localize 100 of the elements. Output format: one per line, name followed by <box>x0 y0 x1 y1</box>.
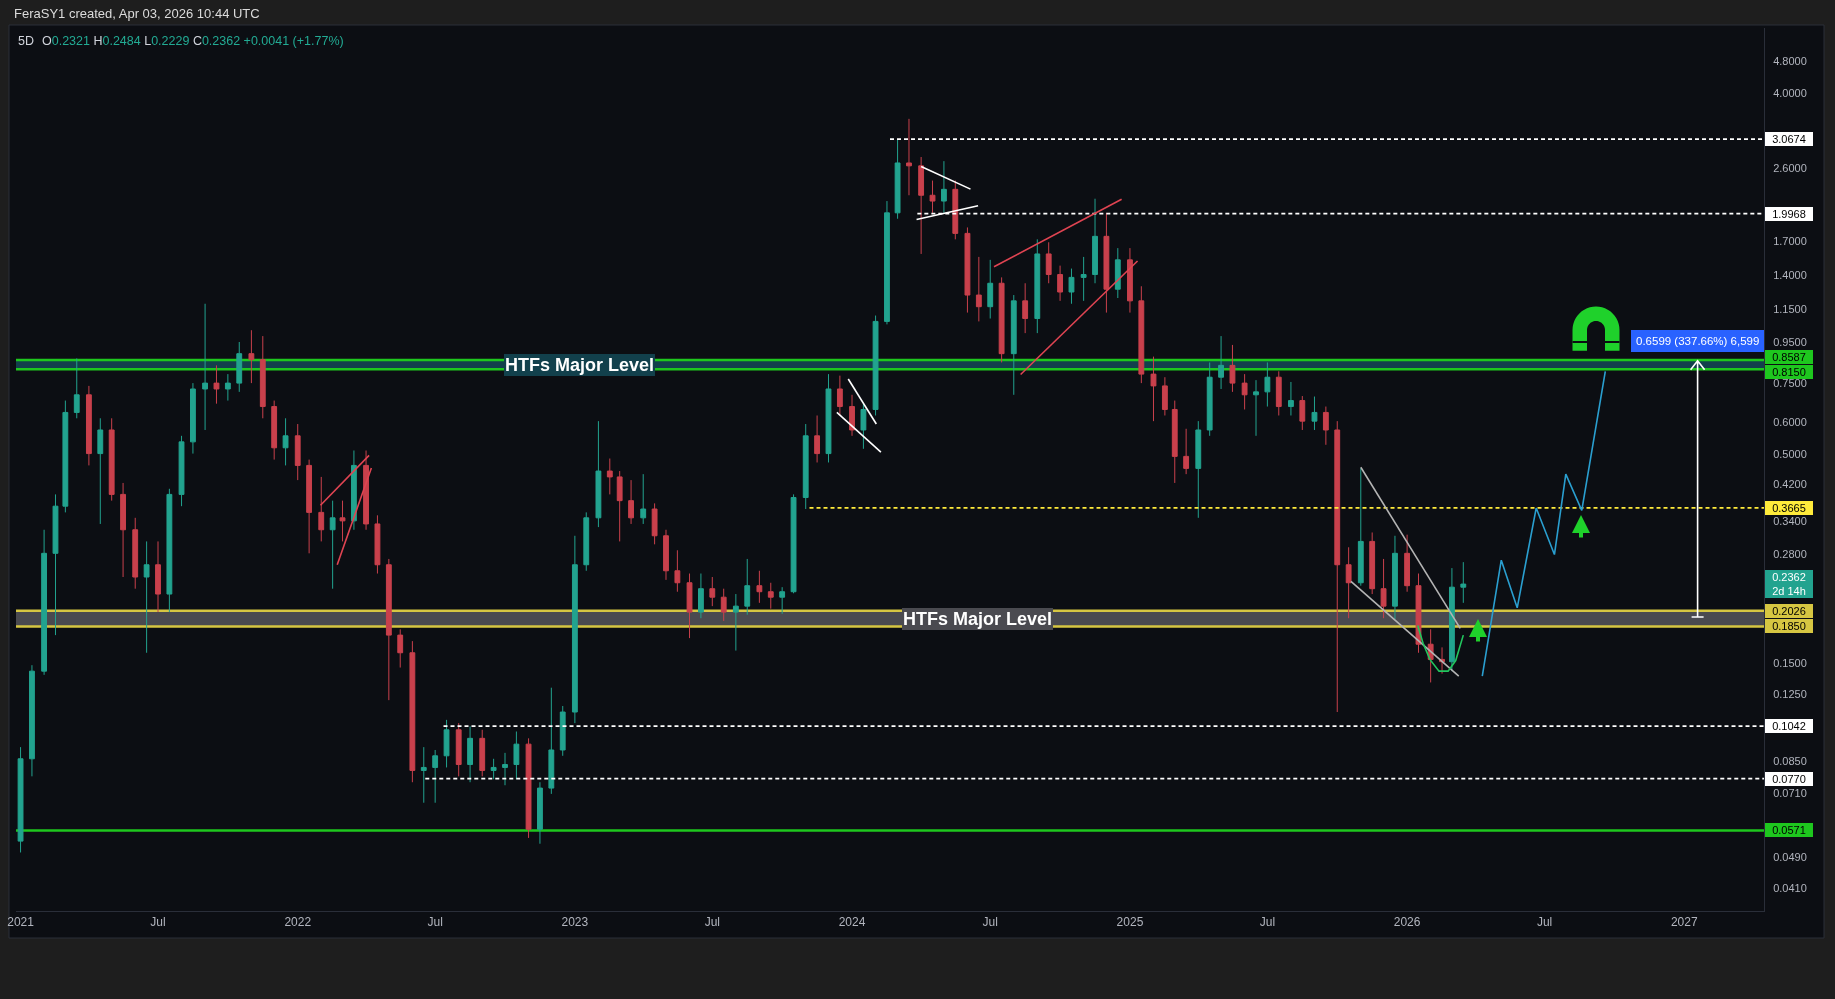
candlestick <box>537 781 543 845</box>
candlestick <box>502 752 508 786</box>
candlestick <box>674 549 681 593</box>
x-tick-label: 2022 <box>284 915 312 930</box>
candlestick <box>363 450 369 531</box>
candlestick <box>698 573 704 619</box>
candlestick <box>409 640 416 783</box>
candlestick <box>467 725 473 783</box>
candlestick <box>85 385 92 466</box>
candlestick <box>998 276 1005 363</box>
candlestick <box>814 414 821 463</box>
candlestick <box>1057 265 1064 302</box>
candlestick <box>1357 467 1364 587</box>
candlestick <box>1080 256 1087 302</box>
data-label: 3.0674 <box>1772 133 1806 145</box>
candlestick <box>1392 535 1398 620</box>
x-tick-label: 2021 <box>7 915 35 930</box>
candlestick <box>616 470 623 542</box>
x-tick-label: Jul <box>1536 915 1553 930</box>
x-tick-label: Jul <box>427 915 443 930</box>
x-tick-label: Jul <box>150 915 166 930</box>
y-tick-label: 4.0000 <box>1773 86 1807 99</box>
candlestick <box>628 479 634 525</box>
candlestick <box>385 558 392 701</box>
candlestick <box>825 373 832 463</box>
candlestick <box>202 303 208 431</box>
candlestick <box>166 488 173 613</box>
x-tick-label: 2026 <box>1393 915 1421 930</box>
candlestick <box>860 403 867 450</box>
candlestick <box>97 417 104 525</box>
candlestick <box>339 500 346 542</box>
candlestick <box>282 417 289 466</box>
candlestick <box>836 375 843 416</box>
ref-line-label: 0.0571 <box>1772 824 1806 836</box>
candlestick <box>1288 381 1294 416</box>
candlestick <box>306 459 313 554</box>
candlestick <box>884 200 890 325</box>
data-label: 0.3665 <box>1772 502 1806 514</box>
candlestick <box>744 558 751 616</box>
candlestick <box>155 540 161 613</box>
candlestick <box>1195 420 1202 519</box>
candlestick <box>640 473 647 525</box>
candlestick <box>1127 247 1133 314</box>
band-label: HTFs Major Level <box>903 609 1053 629</box>
candlestick <box>929 180 936 214</box>
candlestick <box>432 749 439 804</box>
candlestick <box>224 373 231 402</box>
candlestick <box>756 570 763 604</box>
y-tick-label: 0.2800 <box>1773 548 1807 561</box>
candlestick <box>1241 373 1248 410</box>
x-tick-label: Jul <box>1259 915 1276 930</box>
candlestick <box>1369 531 1376 595</box>
annotation: 0.6599 (337.66%) 6,599 <box>1636 335 1760 347</box>
candlestick <box>720 588 727 622</box>
data-label: 1.9968 <box>1772 208 1806 220</box>
candlestick <box>17 746 24 853</box>
data-label: 0.1042 <box>1772 720 1806 732</box>
candlestick <box>62 400 69 513</box>
candlestick <box>29 664 35 777</box>
candlestick <box>236 341 243 393</box>
candlestick <box>318 476 325 542</box>
candlestick <box>918 156 925 255</box>
y-tick-label: 1.4000 <box>1773 269 1807 282</box>
candlestick <box>1439 646 1445 675</box>
y-tick-label: 2.6000 <box>1773 161 1807 174</box>
y-tick-label: 0.7500 <box>1773 377 1807 390</box>
candlestick <box>420 746 427 804</box>
x-tick-label: 2023 <box>561 915 589 930</box>
candlestick <box>1345 546 1352 619</box>
candlestick <box>975 256 982 322</box>
candlestick <box>802 423 809 510</box>
y-tick-label: 0.0410 <box>1773 881 1807 894</box>
candlestick <box>374 514 381 575</box>
candlestick <box>120 482 126 578</box>
y-tick-label: 1.1500 <box>1773 303 1807 316</box>
candlestick <box>1010 294 1017 396</box>
candlestick <box>1229 344 1236 393</box>
candlestick <box>41 529 48 676</box>
candlestick <box>872 315 879 416</box>
candlestick <box>1092 198 1098 284</box>
candlestick <box>1334 420 1341 713</box>
candlestick <box>1150 356 1157 422</box>
y-tick-label: 0.0710 <box>1773 786 1807 799</box>
x-tick-label: Jul <box>982 915 998 930</box>
x-tick-label: 2024 <box>838 915 866 930</box>
candlestick <box>732 593 739 652</box>
candlestick <box>987 259 994 320</box>
candlestick <box>329 500 336 590</box>
text: 5D <box>18 34 34 49</box>
candlestick <box>1253 379 1259 437</box>
candlestick <box>455 722 462 777</box>
y-tick-label: 0.0850 <box>1773 755 1807 768</box>
y-tick-label: 0.4200 <box>1773 478 1807 491</box>
candlestick <box>559 705 566 757</box>
candlestick <box>906 118 912 196</box>
candlestick <box>513 731 520 780</box>
candlestick <box>779 586 786 615</box>
candlestick <box>1322 406 1329 446</box>
y-tick-label: 0.3400 <box>1773 514 1807 527</box>
candlestick <box>248 329 255 384</box>
